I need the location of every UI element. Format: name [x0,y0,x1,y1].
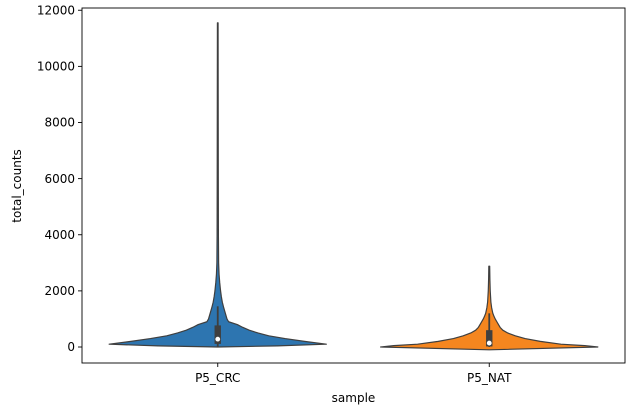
median-marker-P5_CRC [215,336,221,342]
y-axis-label: total_counts [10,149,24,223]
y-tick-label-0: 0 [67,340,75,354]
x-axis-label: sample [332,391,376,405]
x-tick-label-P5_NAT: P5_NAT [467,371,512,385]
y-tick-label-10000: 10000 [37,60,75,74]
y-tick-label-4000: 4000 [44,228,75,242]
y-tick-label-2000: 2000 [44,284,75,298]
y-tick-label-8000: 8000 [44,116,75,130]
iqr-box-P5_CRC [214,325,221,344]
iqr-box-P5_NAT [486,330,493,347]
y-tick-label-6000: 6000 [44,172,75,186]
tick-layer: 0 2000 4000 6000 8000 10000 12000 P5_CRC P5_NAT [37,3,512,385]
median-marker-P5_NAT [486,340,492,346]
plot-frame [81,7,626,364]
violin-P5_NAT [380,265,599,351]
violin-layer [108,22,599,351]
plot-background [82,8,625,363]
violin-P5_CRC [108,22,327,348]
y-tick-label-12000: 12000 [37,3,75,17]
x-tick-label-P5_CRC: P5_CRC [195,371,240,385]
